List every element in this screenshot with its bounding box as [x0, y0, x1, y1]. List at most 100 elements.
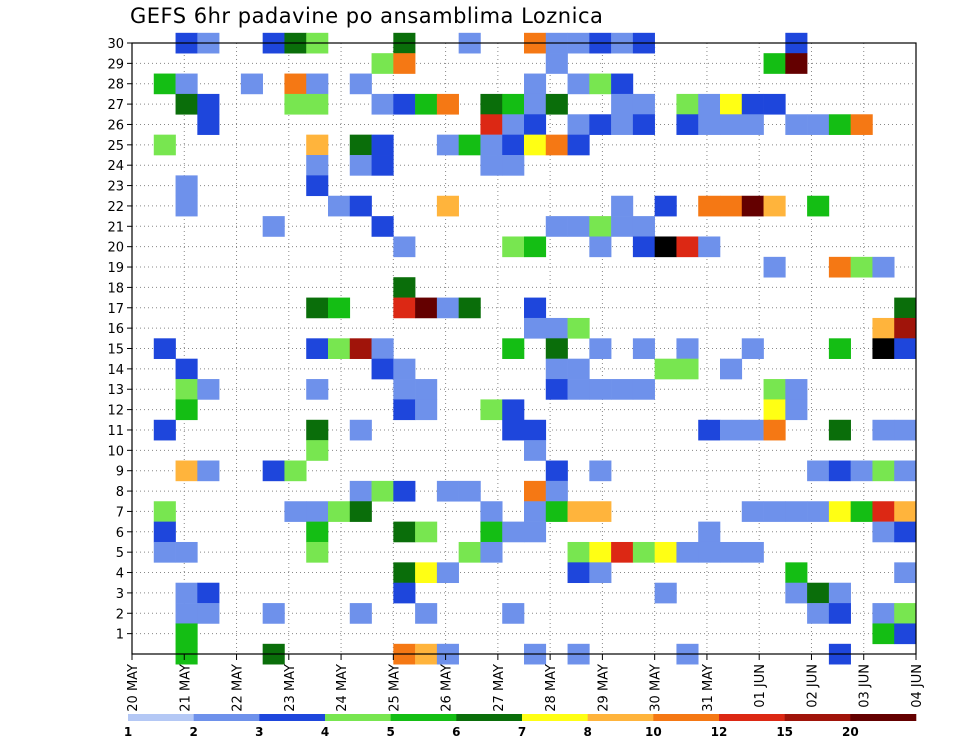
heat-cell — [437, 196, 459, 217]
y-tick-label: 15 — [107, 343, 124, 358]
heat-cell — [502, 399, 524, 420]
heat-cell — [372, 94, 394, 115]
heat-cell — [328, 501, 350, 522]
heat-cell — [851, 461, 873, 482]
y-tick-label: 1 — [116, 628, 124, 643]
x-tick-label: 26 MAY — [440, 664, 455, 712]
heat-cell — [176, 379, 198, 400]
heat-cell — [655, 359, 677, 380]
heat-cell — [480, 542, 502, 563]
heat-cell — [698, 522, 720, 543]
heat-cell — [306, 420, 328, 441]
x-tick-label: 04 JUN — [910, 664, 925, 708]
heat-cell — [785, 53, 807, 74]
heat-cell — [720, 94, 742, 115]
heat-cell — [829, 338, 851, 359]
heat-cell — [263, 461, 285, 482]
heat-cell — [306, 175, 328, 196]
y-tick-label: 8 — [116, 485, 124, 500]
heat-cell — [655, 542, 677, 563]
heat-cell — [306, 74, 328, 95]
heat-cell — [176, 175, 198, 196]
heat-cell — [829, 114, 851, 135]
heat-cell — [524, 94, 546, 115]
heat-cell — [742, 501, 764, 522]
heat-cell — [502, 236, 524, 257]
heat-cell — [589, 338, 611, 359]
y-tick-label: 16 — [107, 322, 124, 337]
heat-cell — [872, 623, 894, 644]
heat-cell — [176, 542, 198, 563]
heat-cell — [720, 114, 742, 135]
heat-cell — [698, 420, 720, 441]
heat-cell — [872, 318, 894, 339]
heat-cell — [393, 583, 415, 604]
heat-cell — [568, 359, 590, 380]
colorbar-label: 5 — [386, 725, 394, 739]
heat-cell — [546, 359, 568, 380]
heat-cell — [176, 196, 198, 217]
heat-cell — [872, 257, 894, 278]
heat-cell — [502, 420, 524, 441]
heat-cell — [524, 74, 546, 95]
heat-cell — [807, 583, 829, 604]
heat-cell — [676, 359, 698, 380]
heat-cell — [480, 114, 502, 135]
colorbar-swatch — [588, 714, 654, 721]
y-tick-label: 23 — [107, 180, 124, 195]
heat-cell — [372, 338, 394, 359]
heat-cell — [393, 399, 415, 420]
heat-cell — [720, 542, 742, 563]
heat-cell — [415, 562, 437, 583]
heat-cell — [480, 522, 502, 543]
colorbar-swatch — [194, 714, 260, 721]
heat-cell — [894, 562, 916, 583]
heat-cell — [742, 542, 764, 563]
heat-cell — [524, 135, 546, 156]
heat-cell — [415, 522, 437, 543]
heat-cell — [393, 379, 415, 400]
heat-cell — [306, 94, 328, 115]
heat-cell — [284, 74, 306, 95]
heat-cell — [764, 257, 786, 278]
heat-cell — [546, 135, 568, 156]
heat-cell — [546, 501, 568, 522]
heat-cell — [176, 583, 198, 604]
heat-cell — [306, 522, 328, 543]
y-tick-label: 28 — [107, 78, 124, 93]
heat-cell — [894, 501, 916, 522]
heat-cell — [764, 420, 786, 441]
heat-cell — [742, 420, 764, 441]
colorbar-swatch — [128, 714, 194, 721]
heat-cell — [176, 461, 198, 482]
heat-cell — [611, 196, 633, 217]
heat-cell — [589, 114, 611, 135]
heat-cell — [524, 440, 546, 461]
heat-cell — [546, 53, 568, 74]
y-tick-label: 22 — [107, 200, 124, 215]
heat-cell — [851, 501, 873, 522]
heat-cell — [524, 522, 546, 543]
heat-cell — [611, 379, 633, 400]
y-tick-label: 11 — [107, 424, 124, 439]
heat-cell — [437, 94, 459, 115]
heat-cell — [633, 114, 655, 135]
heat-cell — [154, 542, 176, 563]
x-tick-label: 22 MAY — [231, 664, 246, 712]
heat-cell — [720, 420, 742, 441]
heat-cell — [502, 135, 524, 156]
heat-cell — [415, 298, 437, 319]
colorbar-swatch — [259, 714, 325, 721]
heat-cell — [502, 114, 524, 135]
heat-cell — [829, 420, 851, 441]
heat-cell — [807, 196, 829, 217]
colorbar-label: 4 — [321, 725, 329, 739]
heat-cell — [676, 542, 698, 563]
heat-cell — [524, 481, 546, 502]
heat-cell — [197, 603, 219, 624]
heat-cell — [328, 338, 350, 359]
heat-cell — [829, 257, 851, 278]
heat-cell — [633, 338, 655, 359]
heat-cell — [633, 94, 655, 115]
heat-cell — [720, 359, 742, 380]
